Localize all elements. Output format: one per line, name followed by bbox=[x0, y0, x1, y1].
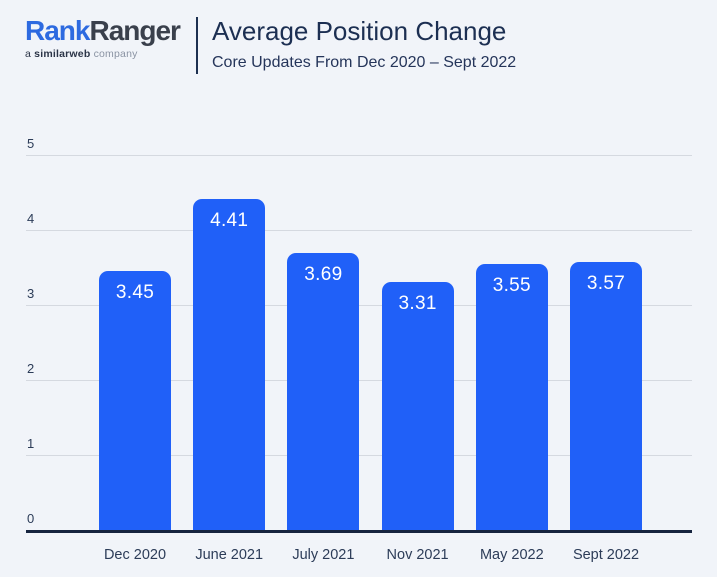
x-tick-label-sept-2022: Sept 2022 bbox=[572, 547, 640, 563]
y-tick-label-5: 5 bbox=[27, 136, 35, 151]
logo-tagline-brand: similarweb bbox=[34, 47, 91, 60]
logo: RankRanger a similarweb company bbox=[25, 15, 181, 60]
bar-value-label: 3.45 bbox=[115, 282, 155, 304]
x-tick-label-dec-2020: Dec 2020 bbox=[103, 547, 167, 563]
logo-tagline: a similarweb company bbox=[25, 48, 180, 60]
bar-nov-2021: 3.31 bbox=[381, 281, 454, 530]
bar-value-label: 4.41 bbox=[210, 210, 249, 232]
bar-dec-2020: 3.45 bbox=[99, 271, 171, 530]
bar-may-2022: 3.55 bbox=[475, 263, 548, 530]
logo-tagline-suffix: company bbox=[90, 47, 138, 60]
bar-value-label: 3.55 bbox=[492, 274, 531, 296]
bar-sept-2022: 3.57 bbox=[570, 262, 642, 530]
bar-value-label: 3.57 bbox=[586, 273, 626, 295]
x-axis-line bbox=[26, 530, 692, 533]
x-tick-label-may-2022: May 2022 bbox=[479, 547, 544, 563]
page-title: Average Position Change bbox=[212, 16, 507, 46]
title-block: Average Position Change Core Updates Fro… bbox=[212, 16, 517, 72]
bar-value-label: 3.31 bbox=[398, 292, 437, 314]
logo-brand-part1: Rank bbox=[25, 15, 90, 46]
x-tick-label-nov-2021: Nov 2021 bbox=[386, 547, 449, 563]
logo-tagline-prefix: a bbox=[25, 47, 35, 60]
chart-area: 0 1 2 3 4 5 3.45 Dec 2020 4.41 June 2021 3.69 July … bbox=[26, 136, 692, 572]
x-tick-label-july-2021: July 2021 bbox=[292, 547, 355, 563]
y-tick-label-4: 4 bbox=[27, 211, 35, 226]
bar-june-2021: 4.41 bbox=[193, 199, 266, 530]
header-divider bbox=[196, 17, 198, 74]
y-tick-label-2: 2 bbox=[27, 361, 35, 376]
page-subtitle: Core Updates From Dec 2020 – Sept 2022 bbox=[212, 53, 517, 71]
y-tick-label-3: 3 bbox=[27, 286, 35, 301]
y-tick-label-0: 0 bbox=[27, 511, 35, 526]
gridline-y-4 bbox=[26, 230, 692, 231]
bar-july-2021: 3.69 bbox=[287, 253, 360, 530]
gridline-y-5 bbox=[26, 155, 692, 156]
x-tick-label-june-2021: June 2021 bbox=[195, 547, 264, 563]
logo-wordmark: RankRanger bbox=[25, 15, 181, 47]
bar-value-label: 3.69 bbox=[304, 264, 343, 286]
logo-brand-part2: Ranger bbox=[89, 15, 180, 46]
y-tick-label-1: 1 bbox=[27, 436, 35, 451]
